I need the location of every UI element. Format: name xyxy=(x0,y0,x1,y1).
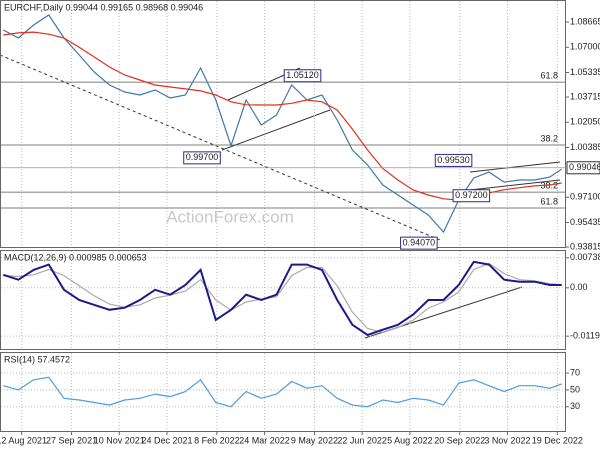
annotation-label: 0.94070 xyxy=(403,238,436,248)
watermark: ActionForex.com xyxy=(166,207,294,226)
y-tick-label: -0.0119 xyxy=(570,331,600,341)
y-tick-label: 1.05335 xyxy=(570,67,600,77)
panel-frame xyxy=(0,0,566,248)
trend-line xyxy=(469,161,561,173)
annotation-box xyxy=(283,69,322,83)
series-line xyxy=(3,14,563,234)
fib-label: 61.8 xyxy=(540,70,558,80)
y-tick-label: 0.95435 xyxy=(570,217,600,227)
last-price-label: 0.99046 xyxy=(569,162,600,172)
x-tick-label: 5 Aug 2022 xyxy=(387,435,433,445)
panel-title: EURCHF,Daily 0.99044 0.99165 0.98968 0.9… xyxy=(4,2,203,12)
y-tick-label: 1.03715 xyxy=(570,91,600,101)
x-tick-label: 9 May 2022 xyxy=(291,435,338,445)
fib-label: 38.2 xyxy=(540,133,558,143)
panel-frame xyxy=(0,352,566,432)
trend-line xyxy=(0,54,441,241)
y-tick-label: 0.97100 xyxy=(570,192,600,202)
annotation-label: 0.97200 xyxy=(455,190,488,200)
series-line xyxy=(3,376,562,408)
trend-line xyxy=(221,109,331,151)
y-tick-label: 30 xyxy=(570,401,580,411)
y-tick-label: 0.93815 xyxy=(570,241,600,251)
annotation-label: 0.99530 xyxy=(437,155,470,165)
x-tick-label: 27 Sep 2021 xyxy=(46,435,97,445)
trend-line xyxy=(469,179,561,191)
series-line xyxy=(2,260,562,337)
x-tick-label: 24 Mar 2022 xyxy=(239,435,290,445)
y-tick-label: 70 xyxy=(570,367,580,377)
y-tick-label: 1.00385 xyxy=(570,142,600,152)
annotation-box xyxy=(434,153,473,167)
annotation-label: 0.99700 xyxy=(186,152,219,162)
annotation-box xyxy=(452,189,491,203)
panel-title: RSI(14) 57.4572 xyxy=(4,354,70,364)
x-tick-label: 3 Nov 2022 xyxy=(484,435,530,445)
y-tick-label: 0.00 xyxy=(570,282,588,292)
x-tick-label: 20 Sep 2022 xyxy=(434,435,485,445)
last-price-box xyxy=(566,161,600,175)
y-tick-label: 1.08665 xyxy=(570,16,600,26)
annotation-box xyxy=(183,151,221,165)
x-tick-label: 22 Jun 2022 xyxy=(337,435,387,445)
panel-frame xyxy=(0,250,566,350)
y-tick-label: 1.02050 xyxy=(570,117,600,127)
fib-label: 61.8 xyxy=(540,196,558,206)
x-tick-label: 8 Feb 2022 xyxy=(194,435,240,445)
panel-title: MACD(12,26,9) 0.000985 0.000653 xyxy=(4,252,147,262)
x-tick-label: 12 Aug 2021 xyxy=(0,435,47,445)
x-tick-label: 19 Dec 2022 xyxy=(532,435,583,445)
annotation-label: 1.05120 xyxy=(286,70,319,80)
y-tick-label: 1.07000 xyxy=(570,42,600,52)
x-tick-label: 10 Nov 2021 xyxy=(94,435,145,445)
series-line xyxy=(3,262,562,334)
y-tick-label: 50 xyxy=(570,384,580,394)
x-tick-label: 24 Dec 2021 xyxy=(141,435,192,445)
annotation-box xyxy=(400,236,438,250)
y-tick-label: 0.00738 xyxy=(570,252,600,262)
